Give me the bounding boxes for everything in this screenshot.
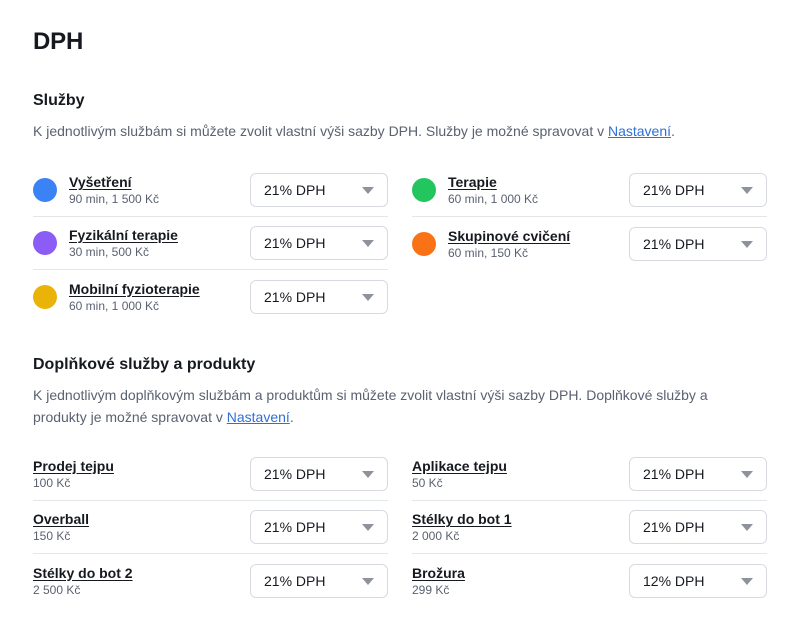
services-left-column: Vyšetření 90 min, 1 500 Kč 21% DPH Fyzik… (33, 164, 388, 323)
caret-down-icon (362, 187, 374, 194)
product-name-link[interactable]: Brožura (412, 564, 465, 581)
vat-rate-value: 21% DPH (643, 182, 705, 198)
products-right-column: Aplikace tejpu 50 Kč 21% DPH Stélky do b… (412, 448, 767, 607)
caret-down-icon (741, 187, 753, 194)
product-price: 2 500 Kč (33, 582, 81, 597)
product-price: 299 Kč (412, 582, 450, 597)
vat-rate-value: 21% DPH (643, 235, 705, 252)
vat-rate-value: 12% DPH (643, 572, 705, 589)
products-left-column: Prodej tejpu 100 Kč 21% DPH Overball 150… (33, 448, 388, 607)
vat-rate-value: 21% DPH (643, 519, 705, 535)
vat-rate-select[interactable]: 21% DPH (250, 173, 388, 207)
services-right-column: Terapie 60 min, 1 000 Kč 21% DPH Skupino… (412, 164, 767, 270)
caret-down-icon (362, 577, 374, 585)
vat-rate-value: 21% DPH (264, 182, 326, 198)
service-row: Skupinové cvičení 60 min, 150 Kč 21% DPH (412, 217, 767, 270)
vat-rate-select[interactable]: 21% DPH (629, 510, 767, 544)
vat-rate-value: 21% DPH (643, 466, 705, 482)
service-meta: 30 min, 500 Kč (69, 245, 150, 259)
service-color-dot (33, 178, 57, 202)
product-row: Brožura 299 Kč 12% DPH (412, 554, 767, 607)
product-row: Aplikace tejpu 50 Kč 21% DPH (412, 448, 767, 501)
caret-down-icon (362, 240, 374, 247)
products-description-end: . (289, 409, 294, 425)
vat-rate-value: 21% DPH (264, 288, 326, 305)
service-name-link[interactable]: Fyzikální terapie (69, 227, 178, 243)
service-row: Terapie 60 min, 1 000 Kč 21% DPH (412, 164, 767, 217)
service-row: Vyšetření 90 min, 1 500 Kč 21% DPH (33, 164, 388, 217)
product-name-link[interactable]: Stélky do bot 2 (33, 564, 133, 581)
vat-rate-value: 21% DPH (264, 572, 326, 589)
vat-rate-select[interactable]: 21% DPH (629, 226, 767, 261)
service-color-dot (33, 284, 57, 309)
service-color-dot (412, 178, 436, 202)
services-section-title: Služby (33, 92, 85, 109)
products-description: K jednotlivým doplňkovým službám a produ… (33, 384, 753, 428)
page-title: DPH (33, 28, 84, 55)
product-price: 50 Kč (412, 476, 443, 490)
services-description: K jednotlivým službám si můžete zvolit v… (33, 120, 753, 142)
vat-rate-select[interactable]: 21% DPH (250, 563, 388, 598)
products-section-title: Doplňkové služby a produkty (33, 356, 256, 373)
service-row: Mobilní fyzioterapie 60 min, 1 000 Kč 21… (33, 270, 388, 323)
product-row: Prodej tejpu 100 Kč 21% DPH (33, 448, 388, 501)
products-description-text: K jednotlivým doplňkovým službám a produ… (33, 387, 708, 425)
caret-down-icon (741, 524, 753, 531)
caret-down-icon (362, 293, 374, 301)
caret-down-icon (362, 524, 374, 531)
products-settings-link[interactable]: Nastavení (226, 409, 290, 425)
service-meta: 60 min, 150 Kč (448, 245, 529, 260)
vat-rate-select[interactable]: 21% DPH (250, 226, 388, 260)
vat-rate-select[interactable]: 21% DPH (629, 173, 767, 207)
product-price: 150 Kč (33, 529, 71, 543)
service-name-link[interactable]: Skupinové cvičení (448, 227, 571, 244)
vat-rate-select[interactable]: 21% DPH (250, 457, 388, 491)
vat-rate-value: 21% DPH (264, 235, 326, 251)
vat-rate-select[interactable]: 21% DPH (250, 279, 388, 314)
service-color-dot (33, 231, 57, 255)
product-name-link[interactable]: Overball (33, 511, 90, 527)
caret-down-icon (362, 471, 374, 478)
caret-down-icon (741, 471, 753, 478)
service-name-link[interactable]: Vyšetření (69, 174, 132, 190)
service-meta: 90 min, 1 500 Kč (69, 192, 160, 206)
service-row: Fyzikální terapie 30 min, 500 Kč 21% DPH (33, 217, 388, 270)
services-settings-link[interactable]: Nastavení (607, 123, 672, 139)
vat-rate-select[interactable]: 12% DPH (629, 563, 767, 598)
vat-rate-select[interactable]: 21% DPH (250, 510, 388, 544)
product-name-link[interactable]: Aplikace tejpu (412, 458, 507, 474)
vat-rate-value: 21% DPH (264, 466, 326, 482)
product-price: 100 Kč (33, 476, 71, 490)
services-description-end: . (671, 123, 675, 139)
vat-rate-value: 21% DPH (264, 519, 326, 535)
caret-down-icon (741, 577, 753, 585)
service-meta: 60 min, 1 000 Kč (448, 192, 539, 206)
service-meta: 60 min, 1 000 Kč (69, 298, 160, 313)
product-row: Stélky do bot 2 2 500 Kč 21% DPH (33, 554, 388, 607)
product-row: Overball 150 Kč 21% DPH (33, 501, 388, 554)
service-name-link[interactable]: Terapie (448, 174, 497, 190)
service-name-link[interactable]: Mobilní fyzioterapie (69, 280, 200, 297)
product-name-link[interactable]: Prodej tejpu (33, 458, 114, 474)
caret-down-icon (741, 240, 753, 248)
product-price: 2 000 Kč (412, 529, 460, 543)
service-color-dot (412, 231, 436, 256)
vat-rate-select[interactable]: 21% DPH (629, 457, 767, 491)
product-row: Stélky do bot 1 2 000 Kč 21% DPH (412, 501, 767, 554)
product-name-link[interactable]: Stélky do bot 1 (412, 511, 512, 527)
services-description-text: K jednotlivým službám si můžete zvolit v… (33, 123, 608, 139)
